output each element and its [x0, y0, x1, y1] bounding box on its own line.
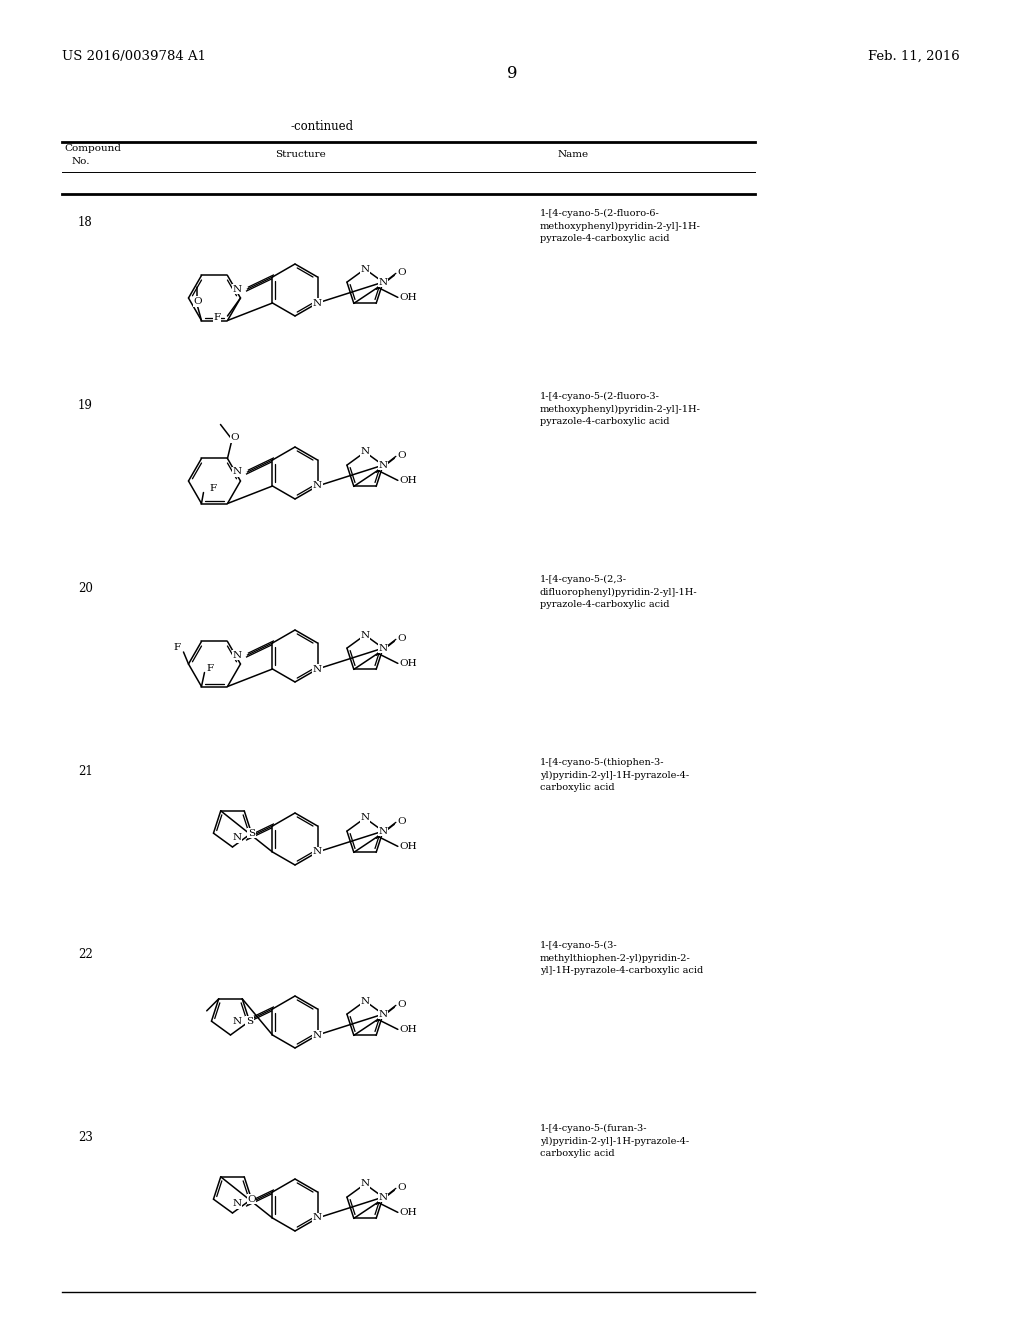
Text: N: N: [360, 631, 370, 639]
Text: OH: OH: [399, 477, 418, 484]
Text: 23: 23: [78, 1131, 93, 1144]
Text: N: N: [379, 461, 388, 470]
Text: N: N: [313, 664, 323, 673]
Text: N: N: [313, 298, 323, 308]
Text: Structure: Structure: [274, 150, 326, 158]
Text: N: N: [379, 826, 388, 836]
Text: 1-[4-cyano-5-(thiophen-3-
yl)pyridin-2-yl]-1H-pyrazole-4-
carboxylic acid: 1-[4-cyano-5-(thiophen-3- yl)pyridin-2-y…: [540, 758, 689, 792]
Text: O: O: [247, 1195, 256, 1204]
Text: 18: 18: [78, 216, 93, 228]
Text: N: N: [379, 277, 388, 286]
Text: N: N: [313, 1031, 323, 1040]
Text: 1-[4-cyano-5-(2,3-
difluorophenyl)pyridin-2-yl]-1H-
pyrazole-4-carboxylic acid: 1-[4-cyano-5-(2,3- difluorophenyl)pyridi…: [540, 576, 697, 610]
Text: 1-[4-cyano-5-(3-
methylthiophen-2-yl)pyridin-2-
yl]-1H-pyrazole-4-carboxylic aci: 1-[4-cyano-5-(3- methylthiophen-2-yl)pyr…: [540, 941, 703, 975]
Text: Name: Name: [558, 150, 589, 158]
Text: -continued: -continued: [291, 120, 353, 133]
Text: OH: OH: [399, 659, 418, 668]
Text: 22: 22: [78, 948, 93, 961]
Text: N: N: [232, 1200, 242, 1209]
Text: O: O: [398, 451, 407, 459]
Text: 1-[4-cyano-5-(2-fluoro-6-
methoxyphenyl)pyridin-2-yl]-1H-
pyrazole-4-carboxylic : 1-[4-cyano-5-(2-fluoro-6- methoxyphenyl)…: [540, 209, 700, 243]
Text: N: N: [360, 813, 370, 822]
Text: N: N: [360, 1180, 370, 1188]
Text: F: F: [207, 664, 214, 673]
Text: N: N: [360, 264, 370, 273]
Text: F: F: [210, 484, 217, 492]
Text: OH: OH: [399, 1024, 418, 1034]
Text: N: N: [379, 644, 388, 652]
Text: N: N: [379, 1010, 388, 1019]
Text: Feb. 11, 2016: Feb. 11, 2016: [868, 50, 961, 63]
Text: F: F: [213, 314, 220, 322]
Text: 1-[4-cyano-5-(2-fluoro-3-
methoxyphenyl)pyridin-2-yl]-1H-
pyrazole-4-carboxylic : 1-[4-cyano-5-(2-fluoro-3- methoxyphenyl)…: [540, 392, 700, 426]
Text: O: O: [398, 817, 407, 826]
Text: 9: 9: [507, 65, 517, 82]
Text: O: O: [398, 268, 407, 277]
Text: S: S: [248, 829, 255, 838]
Text: N: N: [379, 1193, 388, 1201]
Text: US 2016/0039784 A1: US 2016/0039784 A1: [62, 50, 206, 63]
Text: S: S: [246, 1016, 253, 1026]
Text: N: N: [232, 833, 242, 842]
Text: OH: OH: [399, 1208, 418, 1217]
Text: N: N: [232, 467, 242, 477]
Text: O: O: [194, 297, 202, 306]
Text: O: O: [398, 999, 407, 1008]
Text: O: O: [230, 433, 240, 442]
Text: OH: OH: [399, 842, 418, 851]
Text: 21: 21: [78, 766, 93, 777]
Text: N: N: [232, 1016, 242, 1026]
Text: OH: OH: [399, 293, 418, 302]
Text: N: N: [360, 447, 370, 457]
Text: 1-[4-cyano-5-(furan-3-
yl)pyridin-2-yl]-1H-pyrazole-4-
carboxylic acid: 1-[4-cyano-5-(furan-3- yl)pyridin-2-yl]-…: [540, 1125, 689, 1159]
Text: N: N: [313, 1213, 323, 1222]
Text: N: N: [313, 482, 323, 491]
Text: N: N: [313, 847, 323, 857]
Text: O: O: [398, 1183, 407, 1192]
Text: N: N: [232, 285, 242, 293]
Text: N: N: [360, 997, 370, 1006]
Text: F: F: [173, 644, 180, 652]
Text: Compound: Compound: [63, 144, 121, 153]
Text: O: O: [398, 634, 407, 643]
Text: No.: No.: [72, 157, 90, 166]
Text: 19: 19: [78, 399, 93, 412]
Text: 20: 20: [78, 582, 93, 595]
Text: N: N: [232, 651, 242, 660]
